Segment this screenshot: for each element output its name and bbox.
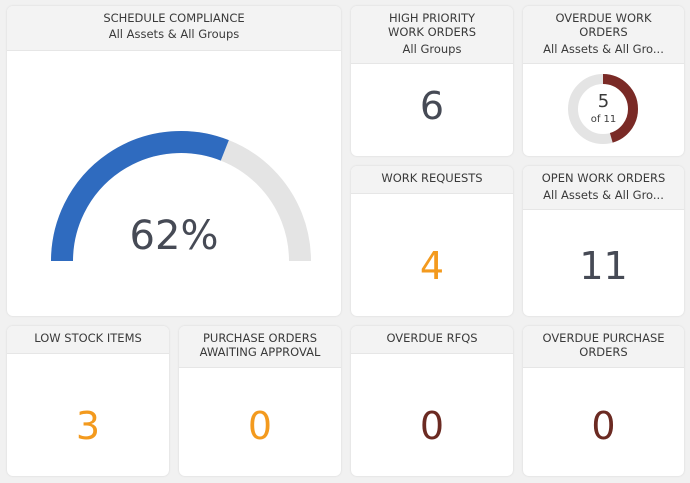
card-header: HIGH PRIORITY WORK ORDERS All Groups bbox=[351, 6, 513, 64]
card-title-line1: HIGH PRIORITY bbox=[388, 11, 476, 25]
overdue-purchase-orders-card[interactable]: OVERDUE PURCHASE ORDERS 0 bbox=[523, 326, 684, 476]
overdue-purchase-orders-value: 0 bbox=[591, 404, 616, 448]
card-subtitle: All Assets & All Gro... bbox=[543, 42, 664, 56]
card-header: PURCHASE ORDERS AWAITING APPROVAL bbox=[179, 326, 341, 368]
overdue-rfqs-card[interactable]: OVERDUE RFQS 0 bbox=[351, 326, 513, 476]
card-subtitle: All Groups bbox=[402, 42, 462, 56]
card-header: OPEN WORK ORDERS All Assets & All Gro... bbox=[523, 166, 684, 210]
gauge-fill bbox=[51, 131, 229, 262]
donut-of-label: of 11 bbox=[590, 114, 617, 125]
purchase-orders-approval-value: 0 bbox=[247, 404, 273, 448]
compliance-value: 62% bbox=[129, 213, 219, 259]
card-title: SCHEDULE COMPLIANCE bbox=[103, 11, 245, 25]
card-header: OVERDUE WORK ORDERS All Assets & All Gro… bbox=[523, 6, 684, 64]
high-priority-value: 6 bbox=[419, 84, 445, 128]
card-title-line2: AWAITING APPROVAL bbox=[199, 345, 321, 359]
overdue-work-orders-card[interactable]: OVERDUE WORK ORDERS All Assets & All Gro… bbox=[523, 6, 684, 156]
donut-value: 5 bbox=[597, 91, 610, 112]
card-title-line1: OVERDUE WORK bbox=[555, 11, 652, 25]
card-header: LOW STOCK ITEMS bbox=[7, 326, 169, 354]
card-title-line1: PURCHASE ORDERS bbox=[203, 331, 317, 345]
card-title: OVERDUE RFQS bbox=[386, 331, 478, 345]
card-title-line1: OVERDUE PURCHASE bbox=[542, 331, 665, 345]
card-title: OPEN WORK ORDERS bbox=[541, 171, 666, 185]
low-stock-items-card[interactable]: LOW STOCK ITEMS 3 bbox=[7, 326, 169, 476]
donut-fill bbox=[568, 74, 638, 144]
compliance-gauge bbox=[51, 131, 311, 262]
card-subtitle: All Assets & All Groups bbox=[108, 27, 240, 41]
high-priority-work-orders-card[interactable]: HIGH PRIORITY WORK ORDERS All Groups 6 bbox=[351, 6, 513, 156]
card-title-line2: WORK ORDERS bbox=[387, 25, 477, 39]
card-title: WORK REQUESTS bbox=[381, 171, 483, 185]
schedule-compliance-card[interactable]: SCHEDULE COMPLIANCE All Assets & All Gro… bbox=[7, 6, 341, 316]
card-title-line2: ORDERS bbox=[579, 25, 628, 39]
card-title: LOW STOCK ITEMS bbox=[34, 331, 142, 345]
card-header: OVERDUE RFQS bbox=[351, 326, 513, 354]
card-title-line2: ORDERS bbox=[579, 345, 628, 359]
open-work-orders-card[interactable]: OPEN WORK ORDERS All Assets & All Gro...… bbox=[523, 166, 684, 316]
overdue-donut bbox=[568, 74, 638, 144]
card-header: SCHEDULE COMPLIANCE All Assets & All Gro… bbox=[7, 6, 341, 51]
low-stock-value: 3 bbox=[75, 404, 101, 448]
open-work-orders-value: 11 bbox=[579, 244, 628, 288]
card-header: WORK REQUESTS bbox=[351, 166, 513, 194]
work-requests-value: 4 bbox=[419, 244, 445, 288]
overdue-rfqs-value: 0 bbox=[419, 404, 445, 448]
card-header: OVERDUE PURCHASE ORDERS bbox=[523, 326, 684, 368]
card-subtitle: All Assets & All Gro... bbox=[543, 188, 664, 202]
purchase-orders-awaiting-approval-card[interactable]: PURCHASE ORDERS AWAITING APPROVAL 0 bbox=[179, 326, 341, 476]
work-requests-card[interactable]: WORK REQUESTS 4 bbox=[351, 166, 513, 316]
